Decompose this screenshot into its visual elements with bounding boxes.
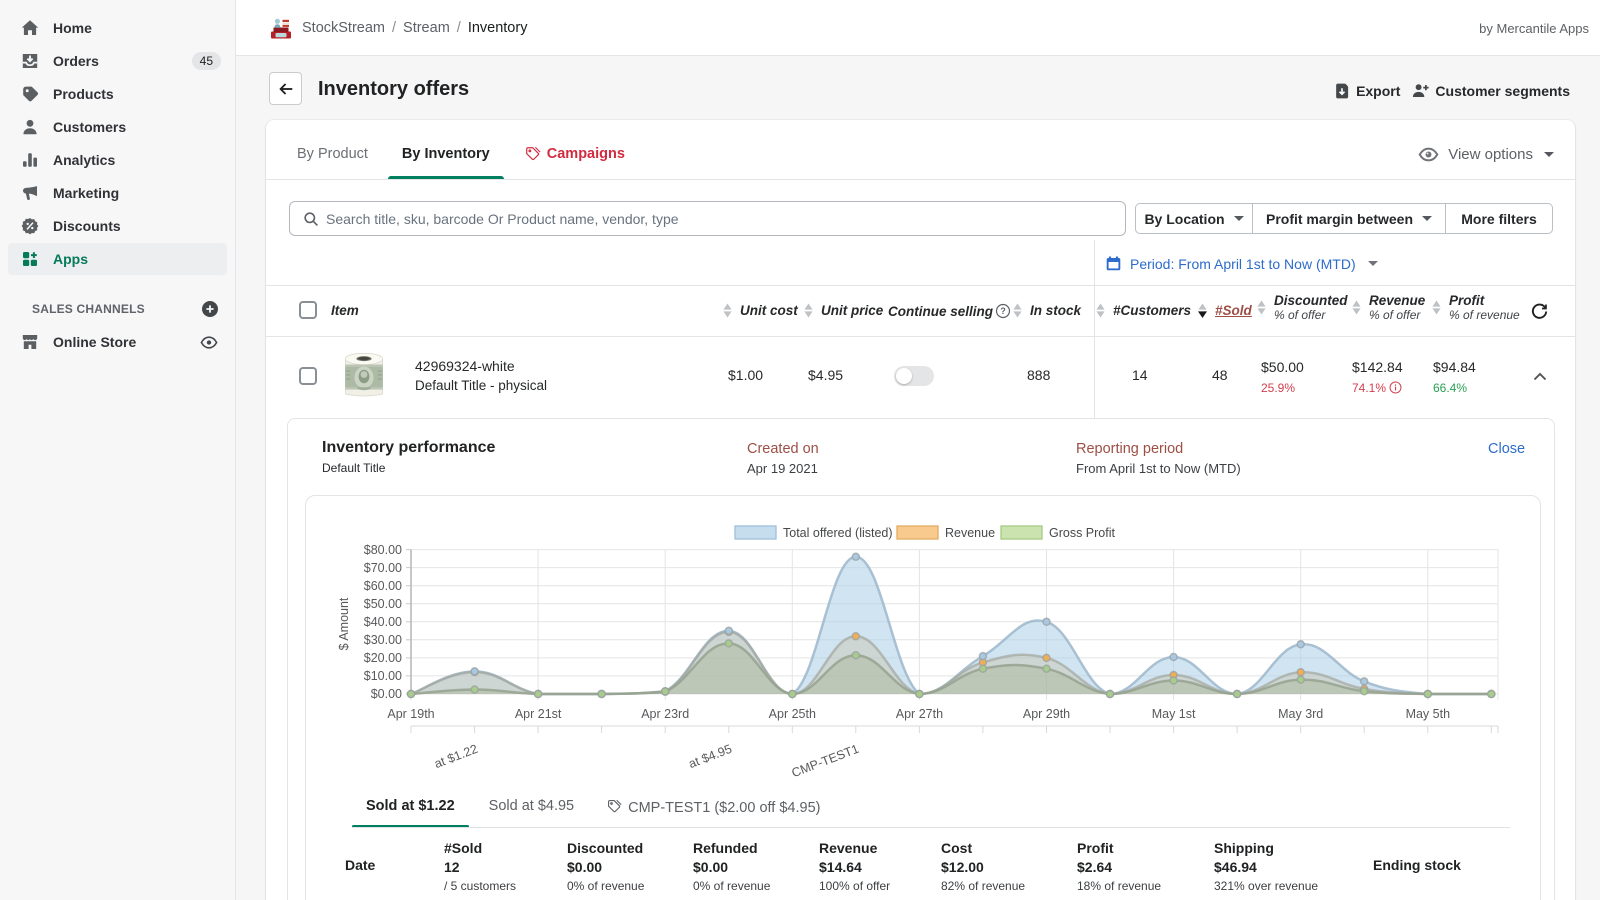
svg-text:Apr 27th: Apr 27th <box>896 707 943 721</box>
svg-text:Revenue: Revenue <box>945 526 995 540</box>
svg-text:$50.00: $50.00 <box>364 597 402 611</box>
svg-text:Gross Profit: Gross Profit <box>1049 526 1116 540</box>
svg-text:May 1st: May 1st <box>1152 707 1196 721</box>
svg-text:$0.00: $0.00 <box>371 687 402 701</box>
svg-text:$10.00: $10.00 <box>364 669 402 683</box>
svg-text:May 5th: May 5th <box>1406 707 1451 721</box>
svg-text:$60.00: $60.00 <box>364 579 402 593</box>
svg-text:Total offered (listed): Total offered (listed) <box>783 526 893 540</box>
svg-text:at $1.22: at $1.22 <box>432 742 479 771</box>
svg-text:$ Amount: $ Amount <box>337 597 351 650</box>
svg-text:$80.00: $80.00 <box>364 543 402 557</box>
svg-text:Apr 23rd: Apr 23rd <box>641 707 689 721</box>
svg-text:?: ? <box>1000 306 1005 316</box>
svg-text:Apr 19th: Apr 19th <box>387 707 434 721</box>
svg-text:$30.00: $30.00 <box>364 633 402 647</box>
svg-text:$40.00: $40.00 <box>364 615 402 629</box>
svg-text:$70.00: $70.00 <box>364 561 402 575</box>
svg-text:Apr 21st: Apr 21st <box>515 707 562 721</box>
svg-text:May 3rd: May 3rd <box>1278 707 1323 721</box>
svg-text:at $4.95: at $4.95 <box>687 742 734 771</box>
svg-text:Apr 29th: Apr 29th <box>1023 707 1070 721</box>
svg-text:$20.00: $20.00 <box>364 651 402 665</box>
svg-text:Apr 25th: Apr 25th <box>769 707 816 721</box>
svg-text:CMP-TEST1: CMP-TEST1 <box>790 742 861 780</box>
